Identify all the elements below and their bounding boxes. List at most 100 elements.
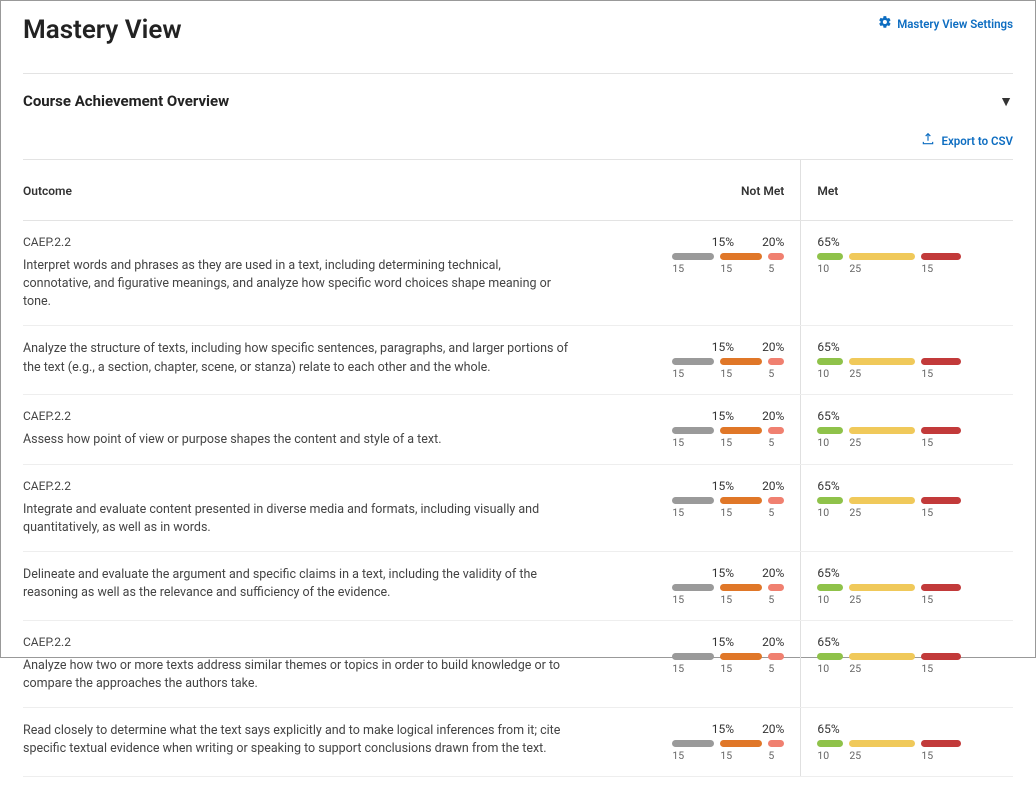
m-n2: 25 bbox=[849, 436, 915, 449]
m-n3: 15 bbox=[921, 506, 961, 519]
met-cell: 65%102515 bbox=[801, 326, 1013, 395]
outcome-table: Outcome Not Met Met CAEP.2.2Interpret wo… bbox=[23, 159, 1013, 777]
bar-seg-coral bbox=[768, 740, 784, 747]
m-n2: 25 bbox=[849, 506, 915, 519]
section-header[interactable]: Course Achievement Overview ▼ bbox=[23, 74, 1013, 118]
nm-n2: 15 bbox=[720, 749, 762, 762]
bar-seg-coral bbox=[768, 358, 784, 365]
nm-n3: 5 bbox=[768, 506, 784, 519]
bar-seg-orange bbox=[720, 253, 762, 260]
bar-seg-red bbox=[921, 427, 961, 434]
outcome-code: CAEP.2.2 bbox=[23, 235, 569, 249]
bar-seg-green bbox=[817, 253, 843, 260]
nm-pct2: 20% bbox=[762, 635, 784, 649]
bar-seg-gray bbox=[672, 740, 714, 747]
outcome-desc: Integrate and evaluate content presented… bbox=[23, 501, 569, 537]
bar-seg-yellow bbox=[849, 427, 915, 434]
bar-seg-yellow bbox=[849, 584, 915, 591]
bar-seg-coral bbox=[768, 497, 784, 504]
outcome-cell: CAEP.2.2 Analyze how two or more texts ad… bbox=[23, 620, 589, 707]
m-n1: 10 bbox=[817, 662, 843, 675]
bar-seg-red bbox=[921, 584, 961, 591]
bar-seg-green bbox=[817, 584, 843, 591]
outcome-desc: Analyze how two or more texts address si… bbox=[23, 657, 569, 693]
bar-seg-gray bbox=[672, 653, 714, 660]
col-met: Met bbox=[801, 160, 1013, 221]
m-n1: 10 bbox=[817, 262, 843, 275]
nm-pct2: 20% bbox=[762, 722, 784, 736]
nm-n3: 5 bbox=[768, 662, 784, 675]
m-pct: 65% bbox=[817, 409, 839, 423]
bar-seg-green bbox=[817, 740, 843, 747]
export-icon bbox=[921, 132, 935, 149]
bar-seg-yellow bbox=[849, 253, 915, 260]
nm-n2: 15 bbox=[720, 436, 762, 449]
table-row: Delineate and evaluate the argument and … bbox=[23, 551, 1013, 620]
bar-seg-green bbox=[817, 427, 843, 434]
met-cell: 65%102515 bbox=[801, 620, 1013, 707]
nm-n1: 15 bbox=[672, 367, 714, 380]
table-row: Read closely to determine what the text … bbox=[23, 708, 1013, 777]
outcome-code: CAEP.2.2 bbox=[23, 635, 569, 649]
export-csv-link[interactable]: Export to CSV bbox=[921, 132, 1013, 149]
met-cell: 65%102515 bbox=[801, 551, 1013, 620]
nm-n1: 15 bbox=[672, 506, 714, 519]
nm-pct1: 15% bbox=[712, 235, 734, 249]
m-pct: 65% bbox=[817, 635, 839, 649]
nm-pct1: 15% bbox=[712, 566, 734, 580]
table-row: Analyze the structure of texts, includin… bbox=[23, 326, 1013, 395]
bar-seg-red bbox=[921, 497, 961, 504]
bar-seg-red bbox=[921, 253, 961, 260]
m-n2: 25 bbox=[849, 367, 915, 380]
nm-n2: 15 bbox=[720, 367, 762, 380]
page-title: Mastery View bbox=[23, 15, 182, 45]
export-label: Export to CSV bbox=[941, 134, 1013, 148]
m-pct: 65% bbox=[817, 235, 839, 249]
settings-label: Mastery View Settings bbox=[897, 17, 1013, 31]
nm-pct2: 20% bbox=[762, 409, 784, 423]
bar-seg-red bbox=[921, 653, 961, 660]
settings-link[interactable]: Mastery View Settings bbox=[878, 15, 1013, 32]
nm-n2: 15 bbox=[720, 662, 762, 675]
nm-pct2: 20% bbox=[762, 566, 784, 580]
caret-down-icon: ▼ bbox=[999, 93, 1013, 110]
nm-pct2: 20% bbox=[762, 235, 784, 249]
bar-seg-orange bbox=[720, 358, 762, 365]
outcome-desc: Interpret words and phrases as they are … bbox=[23, 257, 569, 311]
not-met-cell: 15%20%15155 bbox=[589, 551, 801, 620]
nm-n2: 15 bbox=[720, 262, 762, 275]
nm-n3: 5 bbox=[768, 262, 784, 275]
outcome-cell: CAEP.2.2 Interpret words and phrases as t… bbox=[23, 221, 589, 326]
nm-n3: 5 bbox=[768, 436, 784, 449]
nm-pct2: 20% bbox=[762, 340, 784, 354]
bar-seg-green bbox=[817, 358, 843, 365]
not-met-cell: 15%20%15155 bbox=[589, 395, 801, 464]
bar-seg-red bbox=[921, 358, 961, 365]
col-not-met: Not Met bbox=[589, 160, 801, 221]
met-cell: 65%102515 bbox=[801, 395, 1013, 464]
bar-seg-green bbox=[817, 653, 843, 660]
bar-seg-yellow bbox=[849, 358, 915, 365]
nm-n1: 15 bbox=[672, 593, 714, 606]
m-pct: 65% bbox=[817, 340, 839, 354]
bar-seg-orange bbox=[720, 584, 762, 591]
table-row: CAEP.2.2 Interpret words and phrases as t… bbox=[23, 221, 1013, 326]
outcome-desc: Read closely to determine what the text … bbox=[23, 722, 569, 758]
nm-n3: 5 bbox=[768, 367, 784, 380]
bar-seg-yellow bbox=[849, 740, 915, 747]
met-cell: 65%102515 bbox=[801, 464, 1013, 551]
nm-n2: 15 bbox=[720, 593, 762, 606]
not-met-cell: 15%20%15155 bbox=[589, 326, 801, 395]
outcome-cell: CAEP.2.2Assess how point of view or purp… bbox=[23, 395, 589, 464]
m-n3: 15 bbox=[921, 749, 961, 762]
m-pct: 65% bbox=[817, 479, 839, 493]
m-pct: 65% bbox=[817, 566, 839, 580]
m-n2: 25 bbox=[849, 749, 915, 762]
outcome-desc: Assess how point of view or purpose shap… bbox=[23, 431, 569, 449]
nm-pct1: 15% bbox=[712, 635, 734, 649]
nm-n3: 5 bbox=[768, 749, 784, 762]
nm-pct2: 20% bbox=[762, 479, 784, 493]
outcome-code: CAEP.2.2 bbox=[23, 479, 569, 493]
m-n1: 10 bbox=[817, 367, 843, 380]
table-row: CAEP.2.2 Integrate and evaluate content p… bbox=[23, 464, 1013, 551]
